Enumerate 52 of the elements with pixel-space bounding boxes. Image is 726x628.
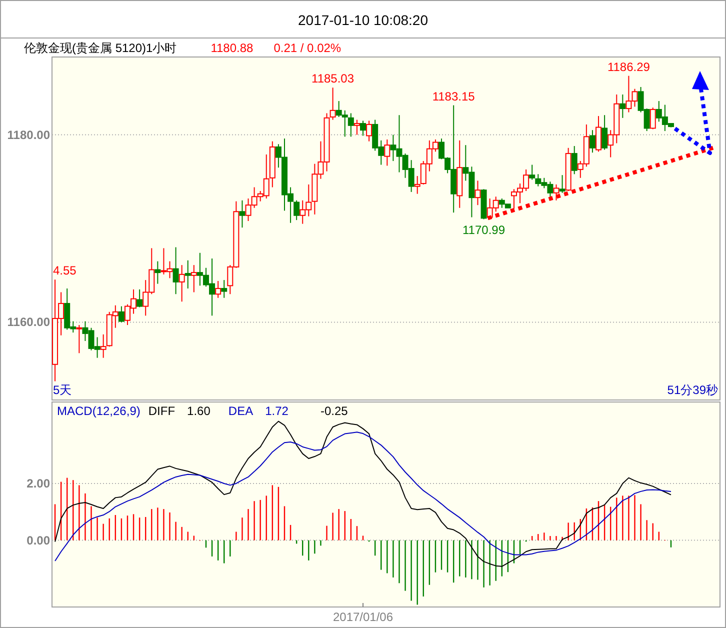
- chart-title: MACD(12,26,9): [57, 404, 140, 418]
- candlestick: [118, 306, 124, 323]
- candlestick: [589, 130, 596, 154]
- annotation: 1183.15: [432, 89, 476, 104]
- candlestick: [571, 146, 578, 175]
- annotation: 1186.29: [607, 60, 650, 74]
- text: DIFF: [148, 404, 176, 418]
- candlestick: [330, 87, 336, 120]
- annotation: 4.55: [53, 264, 77, 278]
- annotation: 1185.03: [312, 72, 354, 86]
- annotation: 1170.99: [462, 223, 506, 238]
- annotation: 5天: [53, 383, 72, 397]
- annotation: -0.25: [320, 404, 348, 418]
- candlestick: [650, 107, 656, 130]
- annotation: 1.60: [187, 404, 211, 418]
- chart-subtitle: 伦敦金现(贵金属 5120)1小时: [24, 41, 177, 55]
- candlestick: [172, 246, 179, 295]
- candlestick: [136, 288, 143, 308]
- candlestick: [366, 120, 372, 142]
- candlestick: [294, 200, 300, 221]
- candlestick: [76, 324, 82, 354]
- candlestick: [360, 120, 366, 136]
- candlestick: [100, 334, 106, 358]
- annotation: 1.72: [265, 404, 289, 418]
- candlestick: [154, 260, 161, 284]
- candlestick: [414, 176, 420, 194]
- candlestick: [602, 114, 608, 150]
- candlestick: [178, 264, 185, 302]
- candlestick: [553, 184, 560, 201]
- candlestick: [620, 94, 626, 118]
- text: 0.21 / 0.02%: [274, 41, 342, 55]
- annotation: 51分39秒: [667, 383, 718, 397]
- candlestick: [354, 119, 360, 136]
- candlestick: [529, 164, 536, 180]
- y-tick-label: 1180.00: [7, 128, 50, 142]
- candlestick: [559, 174, 566, 194]
- y-tick-label: 1160.00: [7, 315, 50, 330]
- candlestick: [474, 180, 481, 206]
- candlestick: [190, 264, 197, 293]
- candlestick: [348, 112, 354, 138]
- y-tick-label: 2.00: [26, 476, 50, 490]
- candlestick: [596, 116, 602, 152]
- text: DEA: [228, 404, 254, 418]
- x-tick-label: 2017/01/06: [332, 610, 394, 624]
- text: 1180.88: [210, 41, 254, 55]
- candlestick: [384, 138, 390, 166]
- candlestick: [184, 260, 191, 289]
- chart-title: 2017-01-10 10:08:20: [298, 12, 428, 28]
- candlestick: [221, 280, 228, 298]
- candlestick: [215, 280, 222, 298]
- candlestick: [239, 200, 246, 228]
- y-tick-label: 0.00: [26, 533, 50, 548]
